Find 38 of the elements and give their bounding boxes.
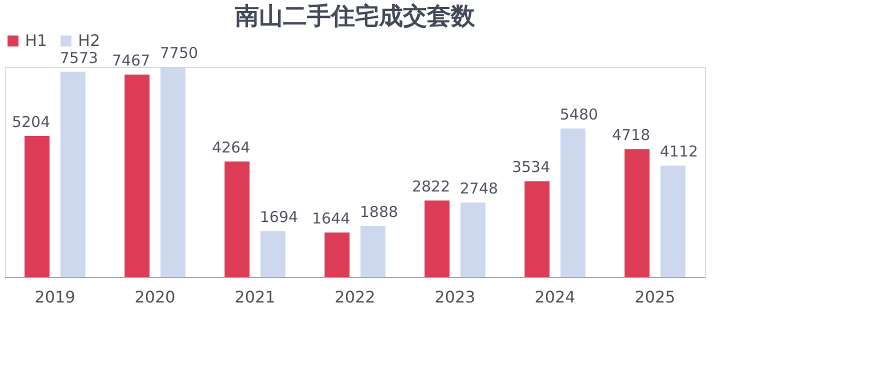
bar <box>60 72 86 277</box>
data-label: 7750 <box>160 44 198 62</box>
data-label: 3534 <box>512 158 550 176</box>
x-tick-label: 2019 <box>34 288 76 306</box>
bar <box>360 226 386 277</box>
bar <box>460 202 486 277</box>
data-label: 5204 <box>12 112 50 131</box>
data-label: 1888 <box>360 202 398 221</box>
bar <box>124 74 150 277</box>
data-label: 1644 <box>312 209 350 228</box>
x-tick-label: 2021 <box>234 288 276 306</box>
bar <box>660 166 686 277</box>
x-tick-label: 2024 <box>534 288 576 306</box>
data-label: 7467 <box>112 52 150 70</box>
bar <box>24 136 50 277</box>
bar <box>524 181 550 277</box>
data-label: 4264 <box>212 138 250 156</box>
data-label: 7573 <box>60 48 98 67</box>
data-label: 1694 <box>260 208 298 226</box>
bar <box>560 128 586 277</box>
legend-label: H2 <box>78 31 100 50</box>
data-label: 4718 <box>612 126 650 144</box>
data-label: 2748 <box>460 180 498 198</box>
data-label: 5480 <box>560 106 598 124</box>
data-label: 2822 <box>412 178 450 196</box>
legend-label: H1 <box>25 31 48 50</box>
bar <box>160 67 186 277</box>
x-tick-label: 2023 <box>434 288 476 306</box>
x-tick-label: 2025 <box>634 288 676 306</box>
x-tick-label: 2022 <box>334 288 376 306</box>
x-tick-label: 2020 <box>134 288 176 306</box>
data-label: 4112 <box>660 142 698 161</box>
bar <box>424 200 450 277</box>
bar <box>260 231 286 277</box>
bar <box>324 232 350 277</box>
chart-title: 南山二手住宅成交套数 <box>234 2 476 30</box>
bar <box>624 149 650 277</box>
bar <box>224 161 250 277</box>
